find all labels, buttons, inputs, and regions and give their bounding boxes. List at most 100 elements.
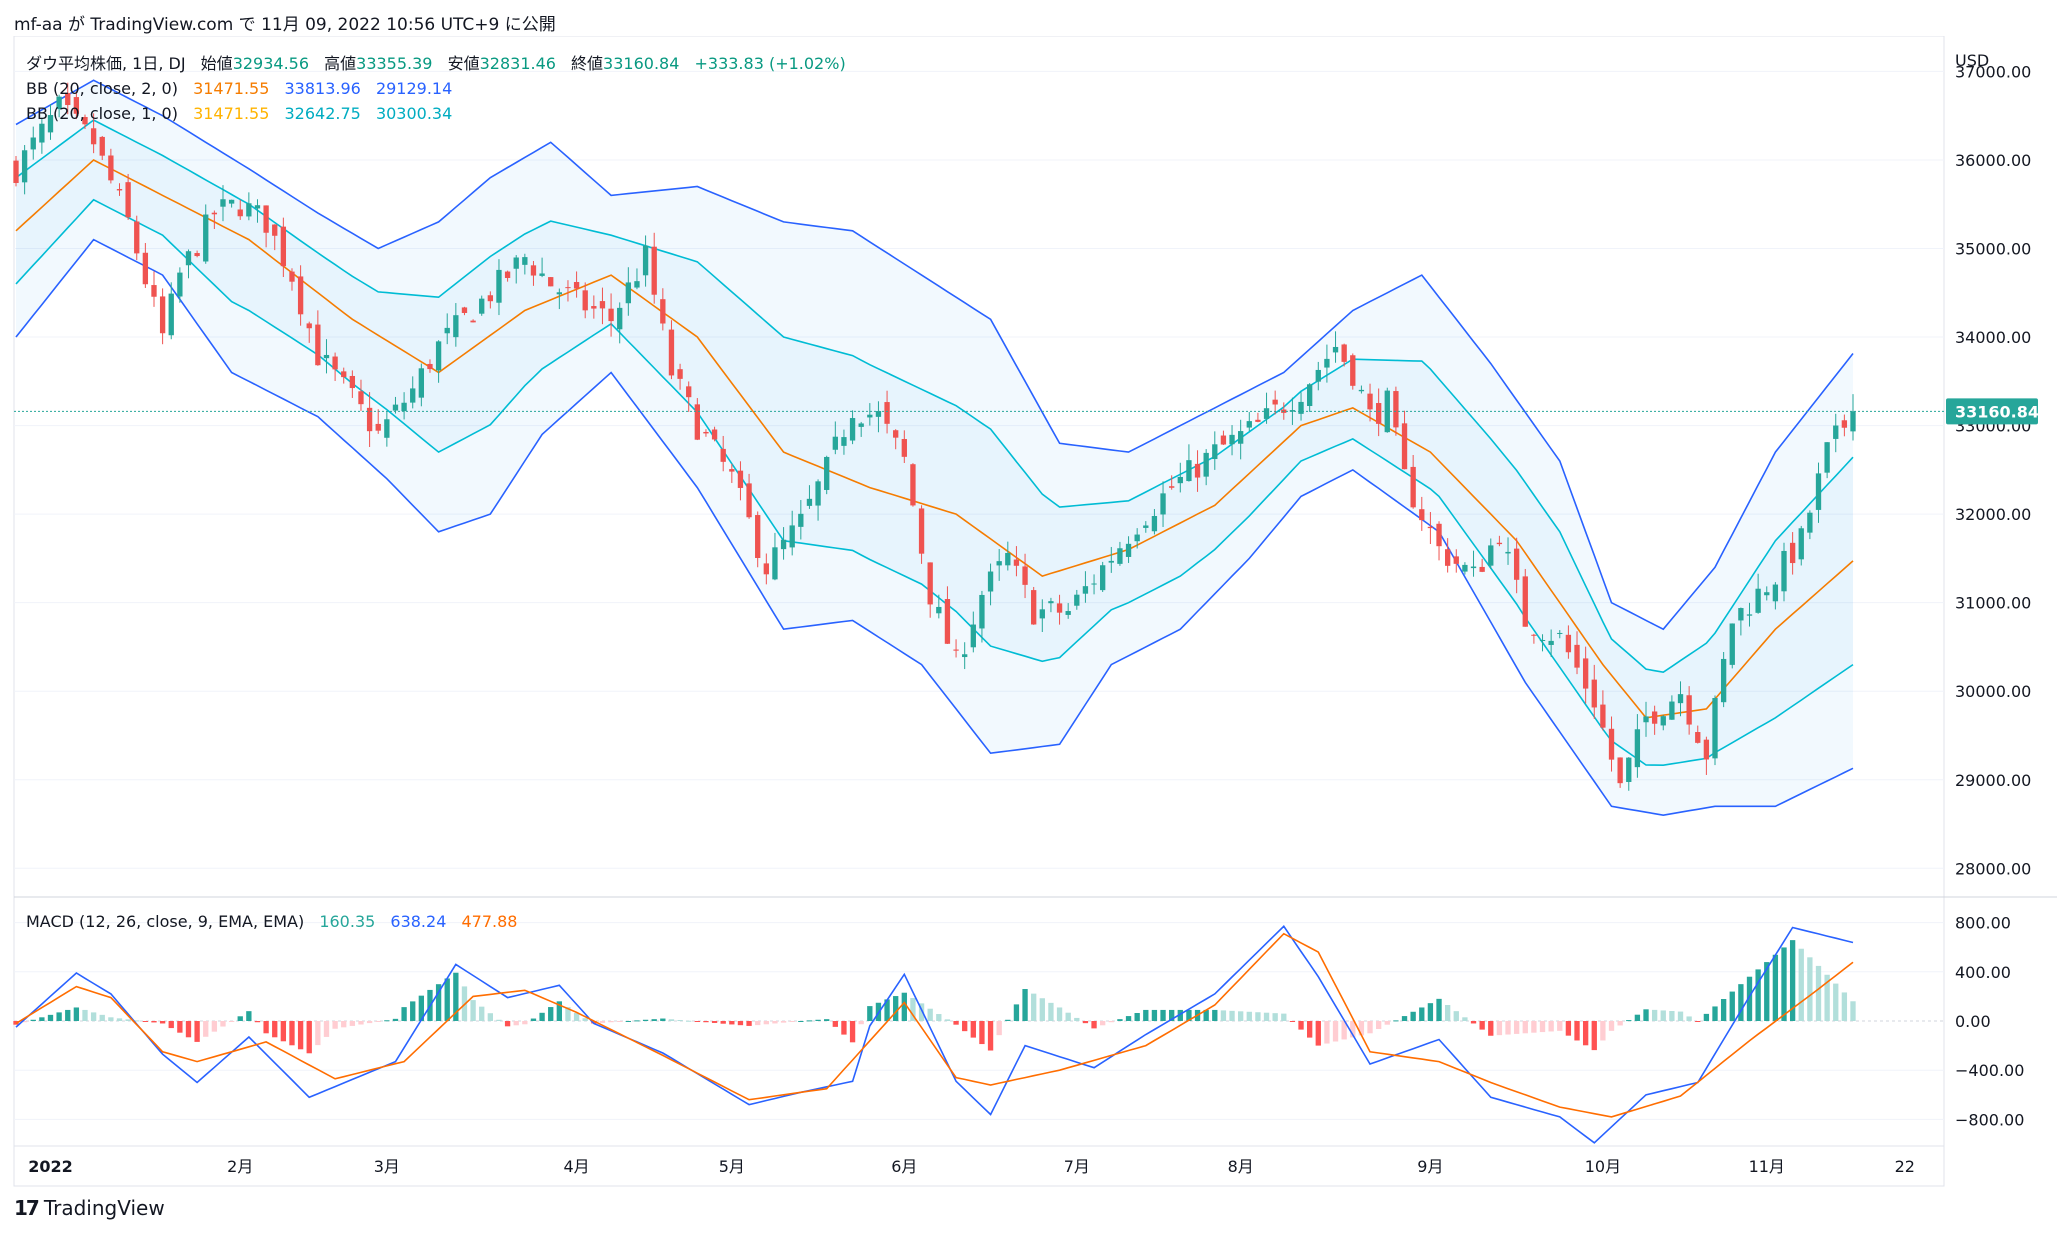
macd-line-value: 638.24 <box>390 912 446 931</box>
macd-hist-bar <box>1712 1006 1718 1021</box>
time-tick-label: 9月 <box>1417 1157 1443 1176</box>
macd-hist-bar <box>780 1021 787 1023</box>
candle-body <box>151 285 157 297</box>
candle-body <box>194 253 200 257</box>
candle-body <box>815 481 821 506</box>
time-tick-label: 22 <box>1895 1157 1915 1176</box>
time-tick-label: 4月 <box>563 1157 589 1176</box>
candle-body <box>780 539 787 550</box>
macd-hist-bar <box>56 1012 62 1021</box>
candle-body <box>668 329 675 376</box>
candle-body <box>1401 423 1408 470</box>
last-price-badge-text: 33160.84 <box>1955 402 2039 421</box>
macd-hist-bar <box>1755 969 1761 1021</box>
signal-line <box>15 932 1854 1118</box>
bb-fill-outer <box>16 80 1853 816</box>
macd-hist-bar <box>806 1020 813 1022</box>
candle-body <box>1764 592 1770 596</box>
macd-hist-bar <box>953 1021 959 1025</box>
macd-hist-bar <box>1669 1011 1675 1021</box>
candle-body <box>1608 728 1615 760</box>
candle-body <box>358 391 364 405</box>
macd-hist-bar <box>1289 1021 1296 1022</box>
macd-hist-bar <box>1367 1021 1373 1034</box>
legend-change: +333.83 (+1.02%) <box>694 54 845 73</box>
macd-hist-bar <box>263 1021 269 1034</box>
macd-hist-bar <box>1686 1016 1692 1021</box>
macd-hist-bar <box>841 1021 847 1035</box>
macd-hist-bar <box>1186 1009 1192 1021</box>
macd-hist-bar <box>349 1021 356 1026</box>
candle-body <box>789 525 795 548</box>
macd-hist-bar <box>1746 976 1753 1021</box>
candle-body <box>1013 559 1020 566</box>
macd-hist-bar <box>1591 1021 1597 1051</box>
candle-body <box>1427 526 1434 529</box>
macd-hist-bar <box>1798 948 1804 1021</box>
macd-hist-bar <box>194 1021 200 1042</box>
candle-body <box>1591 679 1597 708</box>
time-axis[interactable]: 2022 2月 3月 4月 5月 6月 7月 8月 9月 10月 11月 22 <box>28 1157 1915 1176</box>
candle-body <box>1470 566 1477 569</box>
time-tick-label: 7月 <box>1064 1157 1090 1176</box>
candle-body <box>56 96 62 110</box>
candle-body <box>435 341 442 371</box>
candle-body <box>496 269 502 303</box>
macd-hist-bar <box>548 1007 554 1021</box>
candle-body <box>591 306 597 309</box>
macd-hist-bar <box>927 1008 933 1021</box>
candle-body <box>1686 695 1692 725</box>
macd-hist-bar <box>1738 984 1744 1021</box>
candle-body <box>1367 393 1373 410</box>
macd-hist-bar <box>1255 1012 1261 1021</box>
macd-hist-bar <box>479 1006 485 1021</box>
candle-body <box>1582 658 1589 689</box>
macd-hist-bar <box>1419 1007 1425 1021</box>
macd-hist-bar <box>392 1018 399 1021</box>
macd-hist-bar <box>513 1021 519 1026</box>
macd-hist-bar <box>470 1000 476 1021</box>
candle-body <box>323 354 330 359</box>
candle-body <box>608 308 614 322</box>
macd-hist-bar <box>772 1021 778 1024</box>
macd-hist-bar <box>677 1020 683 1022</box>
macd-hist-bar <box>582 1018 588 1021</box>
candle-body <box>849 418 856 441</box>
macd-hist-bar <box>1444 1005 1451 1021</box>
macd-hist-bar <box>1315 1021 1321 1046</box>
footer-brand[interactable]: 17 TradingView <box>14 1196 165 1220</box>
candle-body <box>297 276 304 315</box>
candle-body <box>987 571 994 592</box>
macd-hist-bar <box>272 1021 278 1038</box>
macd-hist-bar <box>1272 1013 1278 1021</box>
macd-hist-bar <box>435 984 442 1021</box>
macd-hist-bar <box>746 1021 752 1026</box>
macd-hist-bar <box>1539 1021 1546 1033</box>
macd-signal-value: 477.88 <box>461 912 517 931</box>
candle-body <box>677 369 683 379</box>
candle-body <box>1789 542 1796 564</box>
candle-body <box>936 606 942 614</box>
candle-body <box>1626 757 1632 782</box>
candle-body <box>1841 420 1848 428</box>
macd-hist-bar <box>1177 1009 1183 1021</box>
macd-hist-bar <box>1488 1021 1494 1036</box>
macd-hist-bar <box>591 1021 597 1024</box>
macd-hist-bar <box>21 1021 28 1023</box>
candle-body <box>737 470 744 488</box>
macd-hist-bar <box>798 1021 804 1022</box>
macd-hist-bar <box>444 978 450 1021</box>
macd-hist-bar <box>151 1021 157 1023</box>
chart-canvas[interactable]: 37000.0036000.0035000.0034000.0033000.00… <box>0 36 2057 1191</box>
candle-body <box>711 429 718 440</box>
macd-hist-bar <box>1522 1021 1528 1034</box>
candle-body <box>1850 411 1856 432</box>
macd-hist-bar <box>556 1001 562 1021</box>
candle-body <box>177 272 183 297</box>
macd-hist-bar <box>1626 1020 1632 1022</box>
candle-body <box>1022 566 1028 585</box>
candle-body <box>349 375 356 389</box>
candle-body <box>565 287 571 289</box>
candle-body <box>1263 408 1270 419</box>
macd-hist-bar <box>1479 1021 1485 1030</box>
